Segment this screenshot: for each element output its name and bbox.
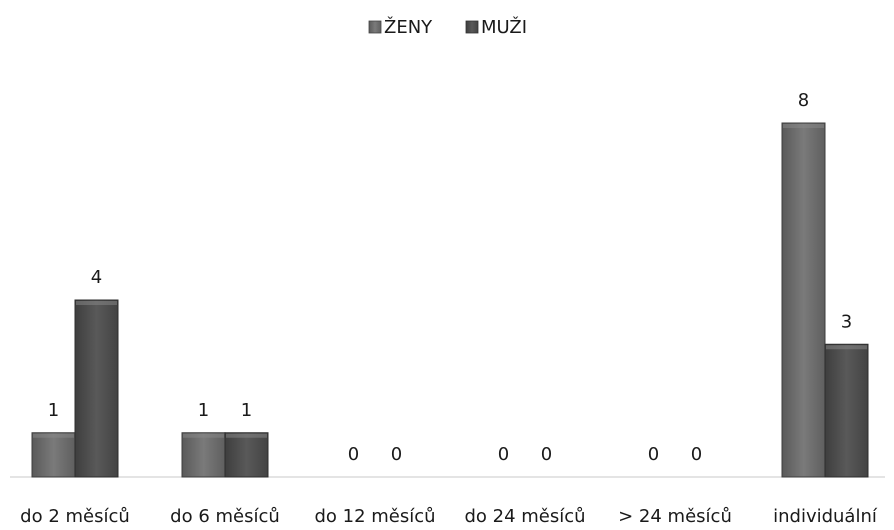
bar-bevel-eny-5 (783, 124, 824, 128)
legend: ŽENY MUŽI (368, 16, 527, 38)
bar-mu-i-0 (74, 299, 119, 478)
data-label-mu-i-3: 0 (541, 444, 552, 465)
category-label-1: do 6 měsíců (170, 506, 280, 527)
bar-bevel-mu-i-0 (76, 301, 117, 305)
bar-eny-1 (181, 432, 226, 478)
data-label-eny-1: 1 (198, 400, 209, 421)
bars (31, 122, 869, 478)
data-label-mu-i-0: 4 (91, 267, 102, 288)
data-label-eny-5: 8 (798, 90, 809, 111)
bar-bevel-eny-0 (33, 433, 74, 438)
bar-bevel-eny-1 (183, 433, 224, 438)
legend-label-muzi: MUŽI (481, 16, 527, 38)
legend-swatch-zeny (368, 20, 382, 34)
data-label-eny-4: 0 (648, 444, 659, 465)
data-label-mu-i-4: 0 (691, 444, 702, 465)
data-label-eny-2: 0 (348, 444, 359, 465)
legend-label-zeny: ŽENY (384, 16, 433, 38)
data-label-eny-0: 1 (48, 400, 59, 421)
bar-eny-5 (781, 122, 826, 478)
legend-swatch-muzi (465, 20, 479, 34)
bar-mu-i-1 (224, 432, 269, 478)
data-label-mu-i-2: 0 (391, 444, 402, 465)
data-label-mu-i-1: 1 (241, 400, 252, 421)
bar-bevel-mu-i-1 (226, 433, 267, 438)
category-labels: do 2 měsíců do 6 měsíců do 12 měsíců do 24 … (20, 506, 878, 527)
category-label-4: > 24 měsíců (618, 506, 732, 527)
data-labels: 1 4 1 1 0 0 0 0 0 0 8 3 (48, 90, 852, 465)
bar-eny-0 (31, 432, 76, 478)
category-label-3: do 24 měsíců (464, 506, 585, 527)
bar-mu-i-5 (824, 343, 869, 478)
category-label-0: do 2 měsíců (20, 506, 130, 527)
data-label-mu-i-5: 3 (841, 311, 852, 332)
category-label-5: individuální (773, 506, 878, 527)
data-label-eny-3: 0 (498, 444, 509, 465)
category-label-2: do 12 měsíců (314, 506, 435, 527)
bar-bevel-mu-i-5 (826, 345, 867, 350)
